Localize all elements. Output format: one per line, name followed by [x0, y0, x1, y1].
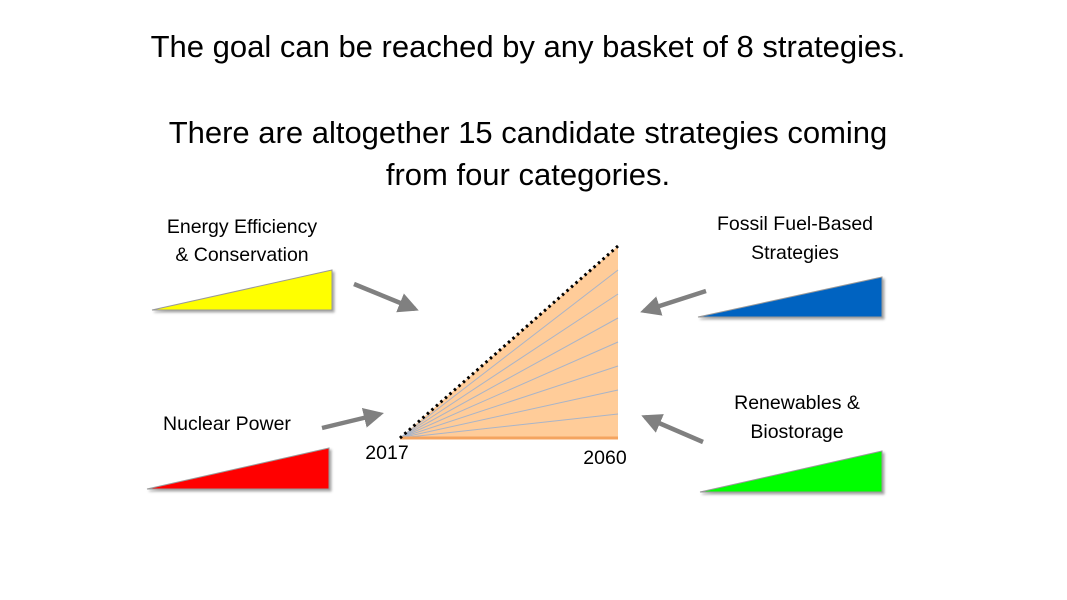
- category-renewables: Renewables & Biostorage: [699, 392, 883, 493]
- category-fossil-fuel: Fossil Fuel-Based Strategies: [697, 213, 883, 318]
- triangle-dotted-hypotenuse: [399, 244, 619, 440]
- wedge-divider-line: [399, 269, 619, 439]
- wedge-divider-line: [399, 365, 619, 439]
- end-year-label: 2060: [583, 447, 627, 469]
- wedge-divider-line: [399, 389, 619, 439]
- arrow-fossil-fuel: [640, 288, 707, 316]
- category-wedge: [699, 450, 883, 493]
- wedge-divider-line: [399, 317, 619, 439]
- title-line-1: The goal can be reached by any basket of…: [151, 29, 906, 64]
- category-nuclear: Nuclear Power: [146, 413, 330, 490]
- category-label-line: Biostorage: [750, 421, 843, 443]
- category-label-line: Fossil Fuel-Based: [717, 213, 873, 235]
- category-label-line: & Conservation: [175, 244, 308, 266]
- category-wedge: [151, 269, 333, 311]
- start-year-label: 2017: [365, 442, 408, 464]
- wedge-divider-line: [399, 413, 619, 439]
- arrow-energy-efficiency: [353, 281, 419, 313]
- arrow-nuclear: [321, 407, 384, 431]
- title-line-3: from four categories.: [386, 157, 670, 192]
- arrow-renewables: [641, 414, 704, 445]
- wedge-divider-line: [399, 341, 619, 439]
- wedge-divider-lines: [399, 269, 619, 439]
- category-label-line: Energy Efficiency: [167, 216, 318, 238]
- category-energy-efficiency: Energy Efficiency & Conservation: [151, 216, 333, 311]
- category-label-line: Nuclear Power: [163, 413, 291, 435]
- category-label-line: Strategies: [751, 242, 839, 264]
- category-wedge: [697, 276, 883, 318]
- stabilization-triangle: 2017 2060: [365, 244, 627, 469]
- wedge-divider-line: [399, 293, 619, 439]
- category-label-line: Renewables &: [734, 392, 860, 414]
- title-line-2: There are altogether 15 candidate strate…: [169, 115, 888, 150]
- category-wedge: [146, 447, 330, 490]
